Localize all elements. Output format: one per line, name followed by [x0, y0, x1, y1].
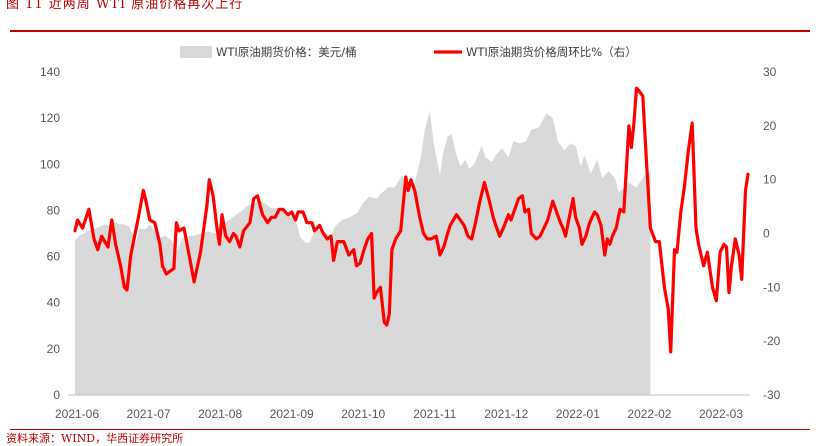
y-axis-right: -30 -20 -10 0 10 20 30 [763, 65, 781, 402]
figure-title: 图 11 近两周 WTI 原油价格再次上行 [6, 0, 244, 12]
source-rule [10, 429, 810, 430]
y-right-tick-label: -20 [763, 334, 781, 348]
y-left-tick-label: 60 [47, 250, 61, 264]
y-right-tick-label: 0 [763, 227, 770, 241]
x-tick-label: 2022-02 [627, 407, 671, 421]
x-tick-label: 2022-01 [556, 407, 600, 421]
y-right-tick-label: 10 [763, 173, 777, 187]
x-axis: 2021-06 2021-07 2021-08 2021-09 2021-10 2021-… [55, 407, 743, 421]
x-tick-label: 2021-06 [55, 407, 99, 421]
legend: WTI原油期货价格：美元/桶 WTI原油期货价格周环比%（右） [180, 45, 637, 59]
legend-label-line: WTI原油期货价格周环比%（右） [466, 45, 637, 59]
x-tick-label: 2021-12 [484, 407, 528, 421]
legend-label-area: WTI原油期货价格：美元/桶 [216, 45, 357, 59]
y-axis-left: 0 20 40 60 80 100 120 140 [40, 65, 60, 402]
x-tick-label: 2021-11 [413, 407, 456, 421]
x-tick-label: 2022-03 [699, 407, 743, 421]
y-left-tick-label: 140 [40, 65, 60, 79]
x-tick-label: 2021-08 [198, 407, 242, 421]
x-tick-label: 2021-10 [341, 407, 385, 421]
title-rule [10, 30, 810, 32]
y-left-tick-label: 0 [53, 388, 60, 402]
y-right-tick-label: -30 [763, 388, 781, 402]
y-left-tick-label: 20 [47, 342, 61, 356]
legend-swatch-area [180, 46, 212, 58]
y-right-tick-label: 20 [763, 119, 777, 133]
y-left-tick-label: 80 [47, 203, 61, 217]
wow-line [73, 86, 750, 354]
x-tick-label: 2021-09 [270, 407, 314, 421]
y-left-tick-label: 40 [47, 296, 61, 310]
y-left-tick-label: 100 [40, 157, 60, 171]
x-tick-label: 2021-07 [127, 407, 171, 421]
source-note: 资料来源：WIND，华西证券研究所 [6, 432, 184, 445]
y-right-tick-label: 30 [763, 65, 777, 79]
wow-line-layer [73, 86, 750, 354]
y-right-tick-label: -10 [763, 280, 781, 294]
y-left-tick-label: 120 [40, 111, 60, 125]
